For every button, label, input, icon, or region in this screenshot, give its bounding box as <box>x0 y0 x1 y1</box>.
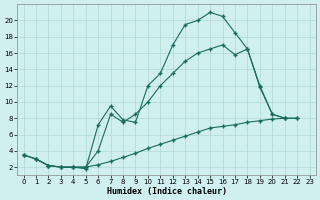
X-axis label: Humidex (Indice chaleur): Humidex (Indice chaleur) <box>107 187 227 196</box>
